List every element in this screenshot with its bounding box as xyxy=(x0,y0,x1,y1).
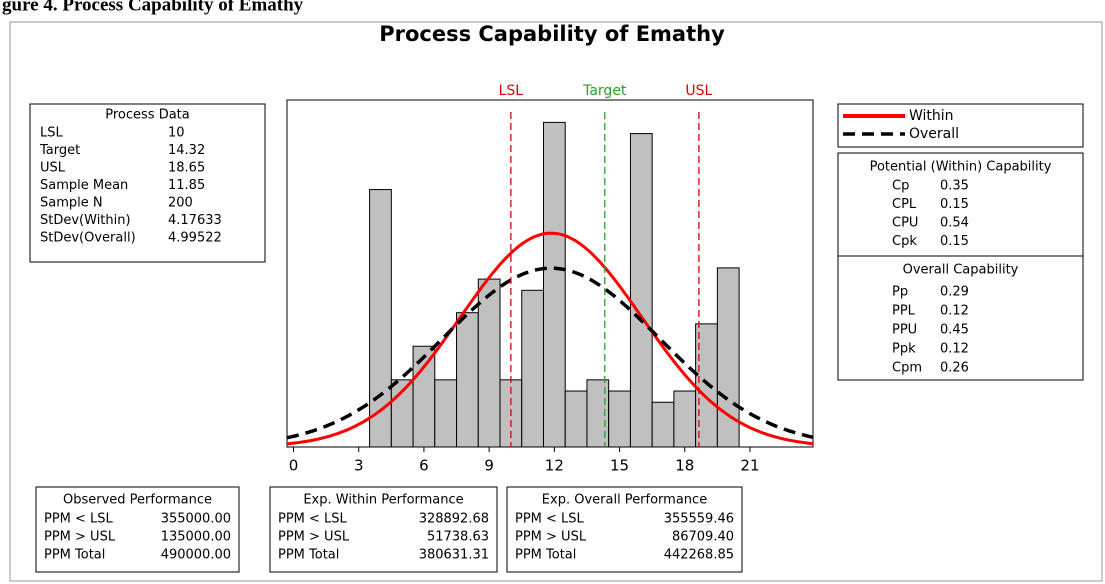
row-value: 51738.63 xyxy=(427,530,489,545)
figure-heading: gure 4. Process Capability of Emathy xyxy=(2,0,304,15)
row-value: 0.15 xyxy=(940,197,969,212)
row-label: CPU xyxy=(892,216,918,231)
row-label: PPM > USL xyxy=(278,530,350,545)
row-value: 4.17633 xyxy=(168,213,222,228)
row-label: LSL xyxy=(40,126,63,141)
row-value: 0.35 xyxy=(940,179,969,194)
legend-label: Overall xyxy=(909,126,959,142)
table-title: Exp. Within Performance xyxy=(303,493,463,508)
bar xyxy=(542,121,566,448)
legend-box xyxy=(837,103,1084,148)
row-label: PPM Total xyxy=(44,548,105,563)
row-value: 380631.31 xyxy=(419,548,489,563)
row-label: PPU xyxy=(892,323,917,338)
row-label: PPM Total xyxy=(278,548,339,563)
table-title: Process Data xyxy=(105,108,190,123)
bar xyxy=(695,323,718,448)
bar xyxy=(629,133,653,448)
row-value: 0.45 xyxy=(940,323,969,338)
table-title: Overall Capability xyxy=(903,263,1019,278)
row-label: Pp xyxy=(892,285,908,300)
row-value: 0.26 xyxy=(940,361,969,376)
spec-label: LSL xyxy=(499,83,524,99)
row-value: 0.29 xyxy=(940,285,969,300)
table-box xyxy=(837,152,1084,381)
fit-curve xyxy=(286,266,814,440)
spec-label: USL xyxy=(685,83,712,99)
row-label: Cpk xyxy=(892,234,917,249)
x-tick-label: 12 xyxy=(545,457,564,475)
table-title: Observed Performance xyxy=(63,493,212,508)
row-label: CPL xyxy=(892,197,917,212)
row-label: Ppk xyxy=(892,342,916,357)
fit-curve xyxy=(286,231,814,446)
row-value: 0.12 xyxy=(940,304,969,319)
bar xyxy=(477,278,501,448)
table-box xyxy=(269,486,498,573)
x-tick-label: 0 xyxy=(289,457,299,475)
table-title: Exp. Overall Performance xyxy=(542,493,707,508)
chart-title: Process Capability of Emathy xyxy=(379,22,725,46)
row-value: 355559.46 xyxy=(664,512,734,527)
row-value: 0.54 xyxy=(940,216,969,231)
x-tick-label: 18 xyxy=(675,457,694,475)
table-box xyxy=(29,103,266,263)
x-tick-label: 9 xyxy=(484,457,494,475)
row-label: StDev(Within) xyxy=(40,213,131,228)
row-value: 10 xyxy=(168,126,185,141)
row-label: Sample Mean xyxy=(40,178,128,193)
x-tick-label: 15 xyxy=(610,457,629,475)
bar xyxy=(412,345,436,448)
row-label: PPL xyxy=(892,304,916,319)
row-value: 4.99522 xyxy=(168,231,222,246)
row-label: Sample N xyxy=(40,196,103,211)
bar xyxy=(521,289,544,448)
spec-label: Target xyxy=(582,83,627,99)
row-value: 11.85 xyxy=(168,178,205,193)
row-value: 0.15 xyxy=(940,234,969,249)
table-title: Potential (Within) Capability xyxy=(870,160,1052,175)
x-tick-label: 6 xyxy=(419,457,429,475)
row-value: 86709.40 xyxy=(672,530,734,545)
row-value: 328892.68 xyxy=(419,512,489,527)
row-value: 200 xyxy=(168,196,193,211)
row-label: Cpm xyxy=(892,361,922,376)
x-tick-label: 3 xyxy=(354,457,364,475)
row-label: USL xyxy=(40,161,66,176)
row-label: Cp xyxy=(892,179,909,194)
row-label: PPM > USL xyxy=(44,530,116,545)
row-value: 135000.00 xyxy=(161,530,231,545)
row-label: PPM < LSL xyxy=(515,512,585,527)
row-label: Target xyxy=(39,143,80,158)
row-value: 0.12 xyxy=(940,342,969,357)
table-box xyxy=(35,486,240,573)
row-value: 490000.00 xyxy=(161,548,231,563)
bar xyxy=(651,401,675,448)
row-value: 14.32 xyxy=(168,143,205,158)
row-value: 442268.85 xyxy=(664,548,734,563)
bar xyxy=(369,189,392,448)
row-value: 18.65 xyxy=(168,161,205,176)
row-label: PPM < LSL xyxy=(44,512,114,527)
bar xyxy=(564,390,588,448)
row-label: StDev(Overall) xyxy=(40,231,136,246)
row-label: PPM Total xyxy=(515,548,576,563)
row-label: PPM > USL xyxy=(515,530,587,545)
table-box xyxy=(506,486,743,573)
bar xyxy=(456,312,479,448)
bar xyxy=(586,379,610,448)
bar xyxy=(716,267,740,448)
x-tick-label: 21 xyxy=(740,457,759,475)
row-label: PPM < LSL xyxy=(278,512,348,527)
bar xyxy=(673,390,697,448)
row-value: 355000.00 xyxy=(161,512,231,527)
bar xyxy=(608,390,631,448)
legend-label: Within xyxy=(909,108,954,124)
bar xyxy=(434,379,458,448)
